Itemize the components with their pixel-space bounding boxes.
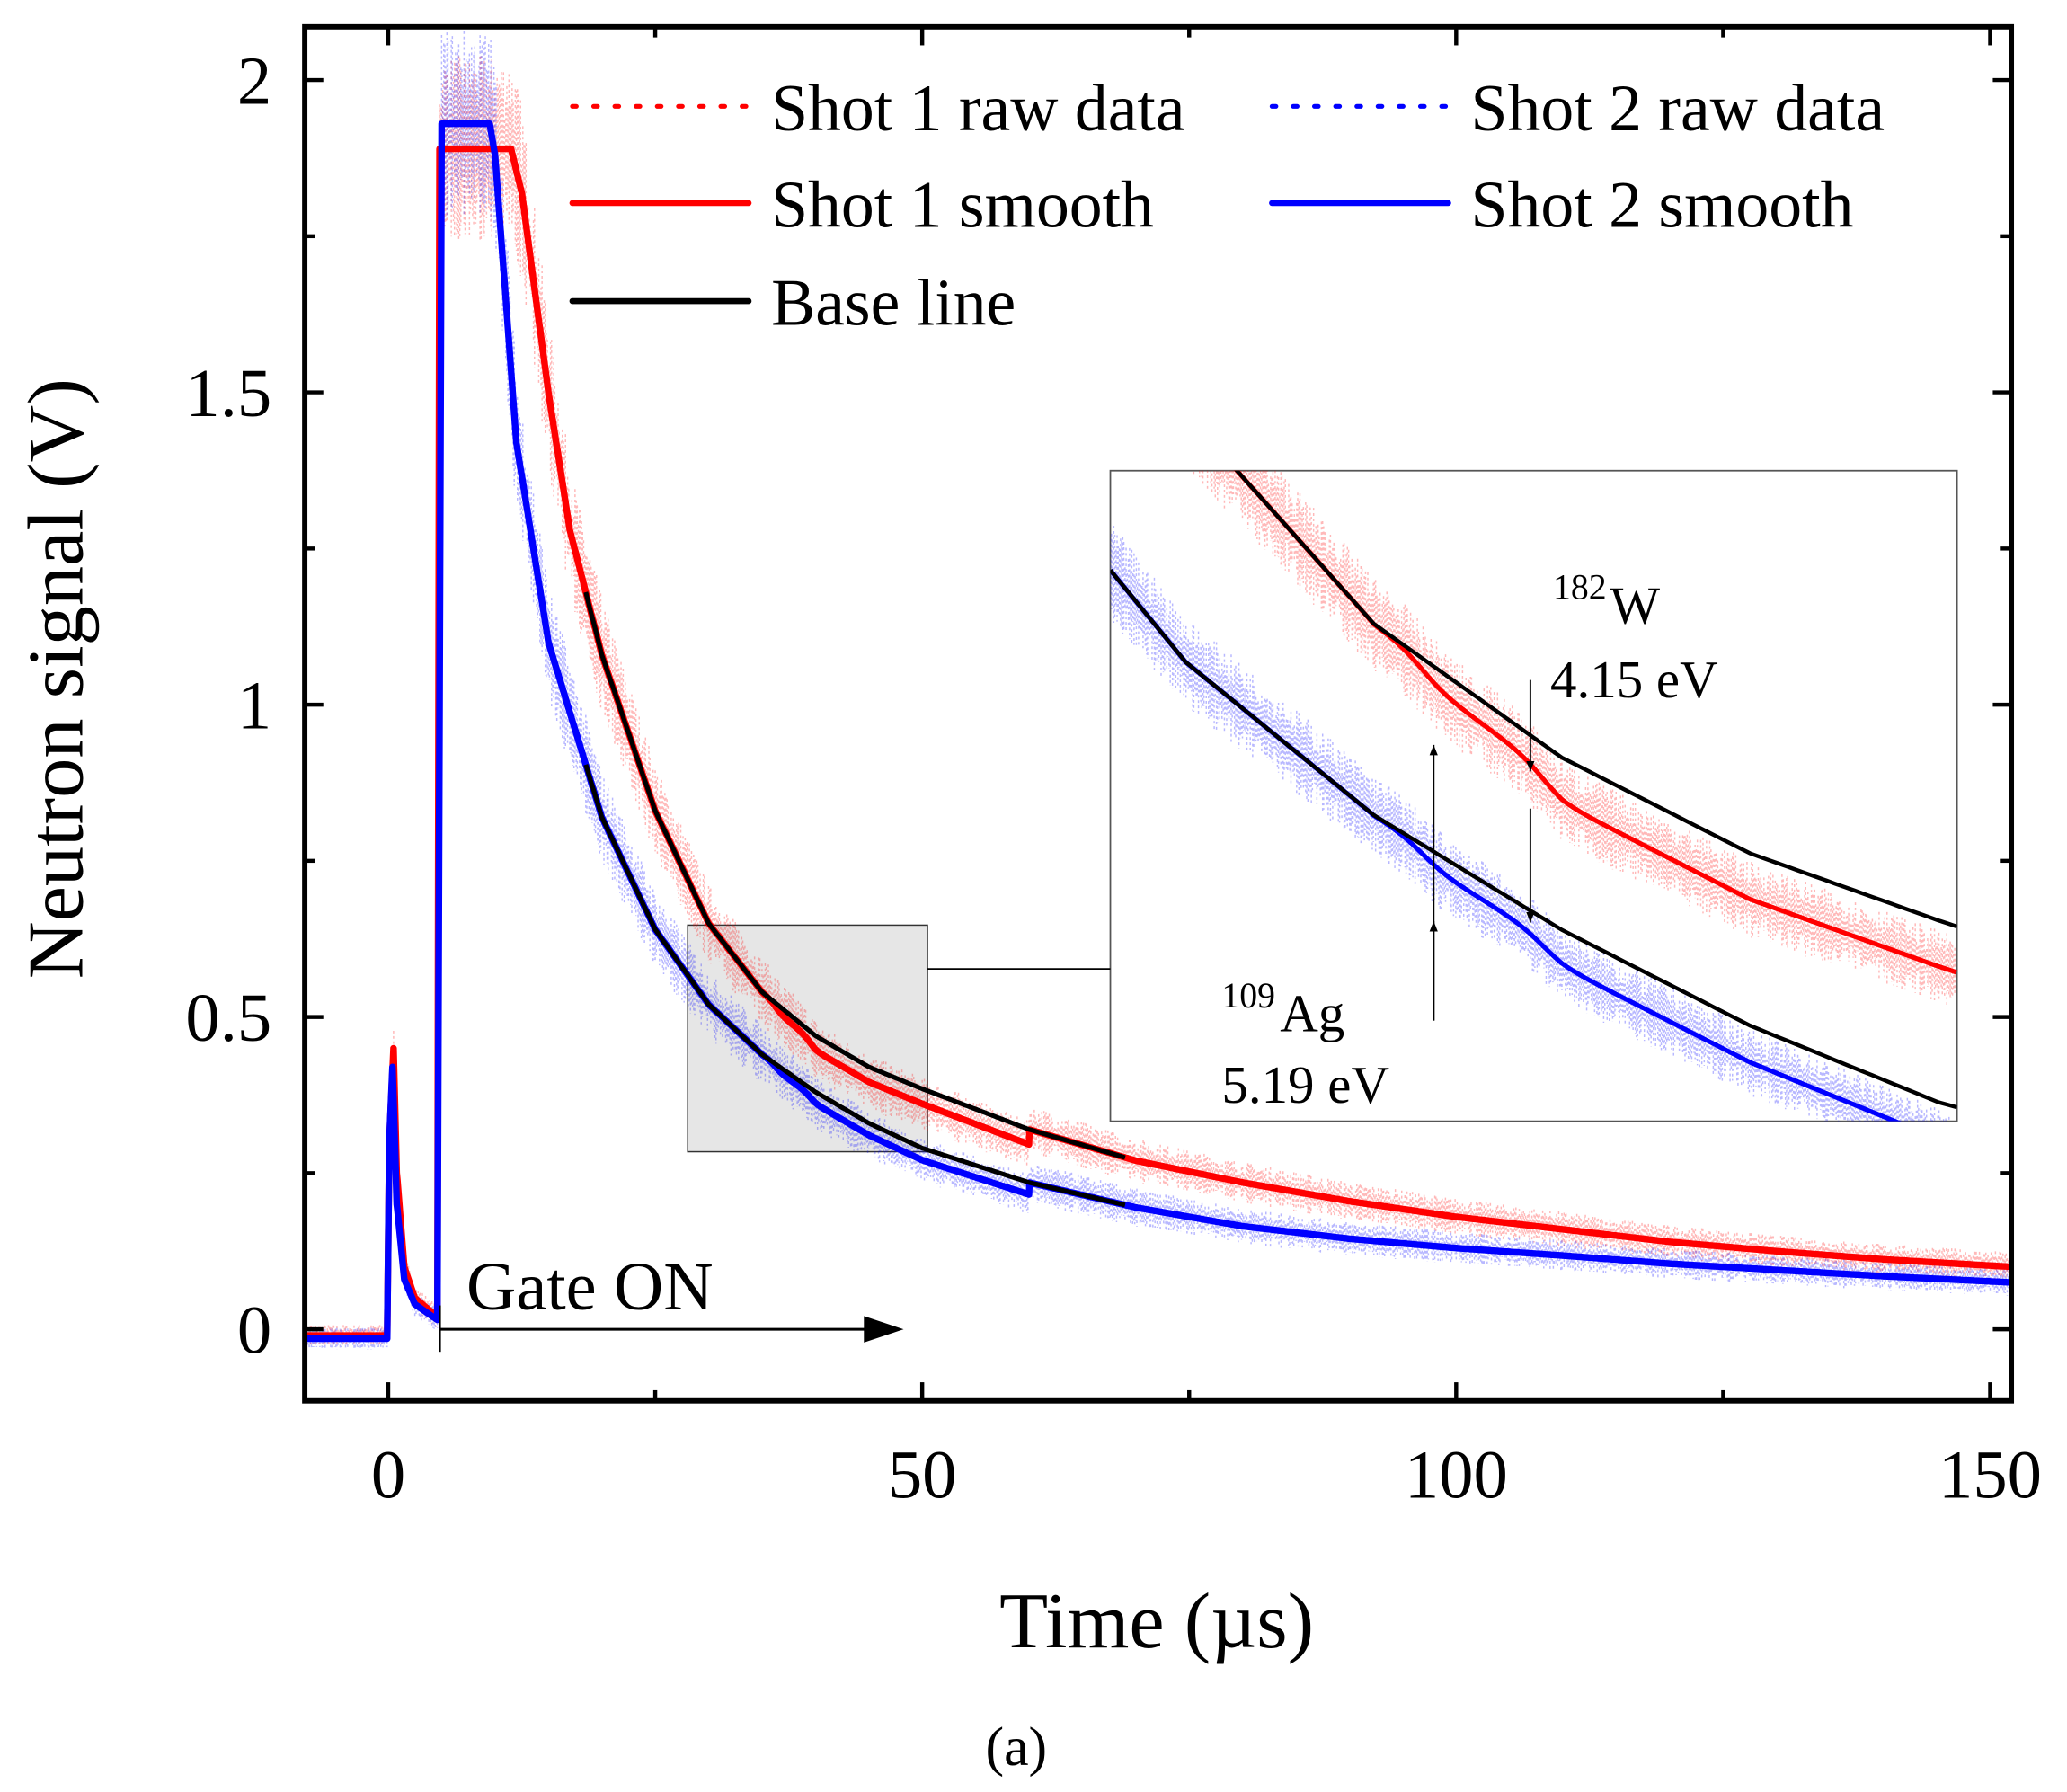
x-axis-title: Time (µs) [999,1577,1314,1665]
y-tick-label: 1 [237,668,271,744]
x-tick-label: 50 [888,1436,957,1513]
y-tick-label: 0 [237,1292,271,1369]
x-tick-label: 0 [371,1436,405,1513]
plot-frame [302,23,2015,1404]
legend-shot2-raw-label: Shot 2 raw data [1471,71,1885,145]
w-mass-label: 182 [1553,568,1607,608]
w-energy-label: 4.15 eV [1550,650,1718,709]
gate-arrow-head [864,1316,904,1343]
gate-on-label: Gate ON [466,1248,714,1325]
y-tick-label: 0.5 [185,980,271,1056]
y-tick-label: 2 [237,43,271,120]
y-tick-label: 1.5 [185,355,271,431]
legend-shot2-smooth-label: Shot 2 smooth [1471,167,1854,241]
w-element-label: W [1610,575,1660,634]
y-axis-title: Neutron signal (V) [12,378,100,979]
baseline-1 [583,591,1126,1160]
legend-shot1-raw-label: Shot 1 raw data [771,71,1185,145]
baseline-1-inset [1234,470,1957,929]
ag-energy-label: 5.19 eV [1221,1055,1389,1114]
plot-area [305,31,2012,1350]
ag-element-label: Ag [1280,983,1344,1042]
ag-mass-label: 109 [1221,976,1275,1016]
legend-baseline-label: Base line [771,266,1016,340]
x-tick-label: 100 [1405,1436,1508,1513]
panel-label: (a) [985,1717,1047,1778]
baseline-2 [583,764,1126,1208]
x-tick-label: 150 [1938,1436,2042,1513]
legend-shot1-smooth-label: Shot 1 smooth [771,167,1154,241]
inset-panel [1109,469,1958,1122]
